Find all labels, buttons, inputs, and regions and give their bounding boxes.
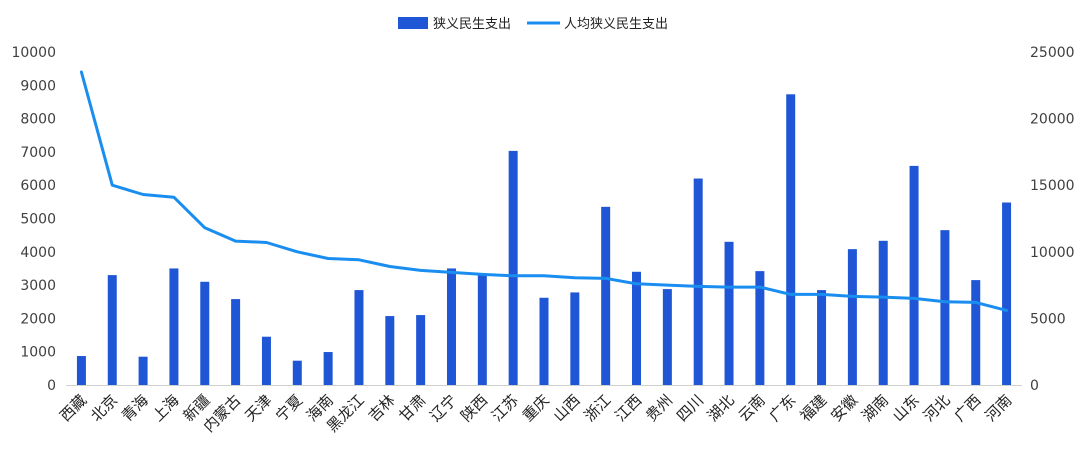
bar bbox=[323, 352, 333, 385]
bar bbox=[786, 94, 796, 385]
bar bbox=[1002, 202, 1012, 385]
category-label: 江西 bbox=[611, 391, 645, 425]
bar bbox=[138, 356, 148, 385]
bar bbox=[724, 241, 734, 385]
category-label: 天津 bbox=[241, 391, 275, 425]
category-label: 安徽 bbox=[827, 391, 861, 425]
category-label: 湖南 bbox=[858, 391, 892, 425]
bar bbox=[909, 165, 919, 385]
bar bbox=[261, 336, 271, 385]
bar bbox=[817, 290, 827, 385]
bar bbox=[385, 316, 395, 385]
category-label: 贵州 bbox=[642, 391, 676, 425]
right-tick-label: 0 bbox=[1030, 378, 1039, 394]
left-tick-label: 0 bbox=[47, 378, 56, 394]
legend-bar-swatch bbox=[398, 17, 428, 29]
bar bbox=[477, 275, 487, 385]
category-label: 河南 bbox=[981, 391, 1015, 425]
category-label: 山东 bbox=[889, 391, 923, 425]
legend-line-label: 人均狭义民生支出 bbox=[564, 17, 668, 32]
left-axis-ticks: 0 1000 2000 3000 4000 5000 6000 7000 8000 9000 100… bbox=[11, 45, 56, 394]
bar bbox=[755, 271, 765, 385]
series-line bbox=[79, 70, 1009, 312]
right-tick-label: 20000 bbox=[1030, 112, 1075, 128]
legend-bar-label: 狭义民生支出 bbox=[433, 17, 511, 32]
bar bbox=[446, 268, 456, 385]
category-label: 四川 bbox=[673, 391, 707, 425]
right-tick-label: 10000 bbox=[1030, 245, 1075, 261]
bar bbox=[292, 360, 302, 385]
bar bbox=[416, 315, 426, 385]
bar bbox=[940, 230, 950, 385]
bar bbox=[632, 271, 642, 385]
bar bbox=[662, 289, 672, 385]
bar bbox=[107, 275, 117, 385]
right-tick-label: 5000 bbox=[1030, 311, 1066, 327]
category-label: 河北 bbox=[920, 391, 954, 425]
category-label: 辽宁 bbox=[426, 391, 460, 425]
category-label: 宁夏 bbox=[272, 391, 306, 425]
category-label: 江苏 bbox=[488, 391, 522, 425]
bar bbox=[169, 268, 179, 385]
category-label: 浙江 bbox=[581, 391, 615, 425]
bar bbox=[508, 150, 518, 385]
category-label: 广西 bbox=[951, 391, 985, 425]
category-label: 重庆 bbox=[519, 391, 553, 425]
line-series bbox=[79, 70, 1009, 312]
bar bbox=[76, 356, 86, 385]
category-label: 陕西 bbox=[457, 391, 491, 425]
bar-series bbox=[76, 94, 1012, 385]
bar bbox=[601, 206, 611, 385]
bar bbox=[354, 290, 364, 385]
category-label: 甘肃 bbox=[396, 391, 430, 425]
left-tick-label: 7000 bbox=[20, 145, 56, 161]
category-label: 山西 bbox=[550, 391, 584, 425]
bar bbox=[878, 240, 888, 385]
right-tick-label: 15000 bbox=[1030, 178, 1075, 194]
left-tick-label: 4000 bbox=[20, 245, 56, 261]
bar bbox=[971, 280, 981, 385]
category-label: 西藏 bbox=[56, 391, 90, 425]
category-label: 广东 bbox=[766, 391, 800, 425]
left-tick-label: 10000 bbox=[11, 45, 56, 61]
left-tick-label: 8000 bbox=[20, 112, 56, 128]
left-tick-label: 2000 bbox=[20, 311, 56, 327]
category-label: 北京 bbox=[87, 391, 121, 425]
bar bbox=[570, 292, 580, 385]
category-label: 上海 bbox=[149, 391, 183, 425]
left-tick-label: 1000 bbox=[20, 345, 56, 361]
bar bbox=[539, 297, 549, 385]
left-tick-label: 6000 bbox=[20, 178, 56, 194]
category-label: 吉林 bbox=[365, 391, 399, 425]
category-labels: 西藏北京青海上海新疆内蒙古天津宁夏海南黑龙江吉林甘肃辽宁陕西江苏重庆山西浙江江西… bbox=[56, 391, 1015, 436]
category-label: 福建 bbox=[796, 391, 830, 425]
right-tick-label: 25000 bbox=[1030, 45, 1075, 61]
left-tick-label: 3000 bbox=[20, 278, 56, 294]
bar bbox=[693, 178, 703, 385]
legend: 狭义民生支出 人均狭义民生支出 bbox=[398, 17, 668, 32]
category-label: 青海 bbox=[118, 391, 152, 425]
bar bbox=[200, 281, 210, 385]
category-label: 云南 bbox=[735, 391, 769, 425]
left-tick-label: 9000 bbox=[20, 78, 56, 94]
category-label: 湖北 bbox=[704, 391, 738, 425]
left-tick-label: 5000 bbox=[20, 212, 56, 228]
bar bbox=[231, 299, 241, 385]
right-axis-ticks: 0 5000 10000 15000 20000 25000 bbox=[1030, 45, 1075, 394]
bar bbox=[847, 249, 857, 385]
